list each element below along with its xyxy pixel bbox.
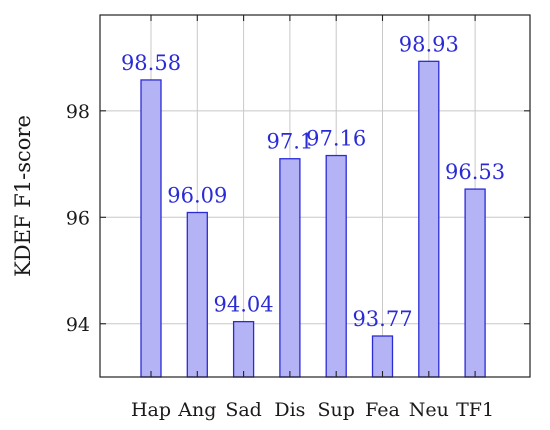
bar-hap [140, 79, 162, 378]
y-axis-title: KDEF F1-score [11, 115, 35, 277]
x-tick-label-hap: Hap [131, 399, 171, 421]
bar-tf1 [464, 188, 486, 378]
data-label-tf1: 96.53 [445, 160, 505, 184]
data-labels: 98.58 96.09 94.04 97.197.16 93.77 98.93 96.53 [121, 32, 505, 331]
plot-frame [99, 14, 531, 378]
y-axis-tick-labels: 94 96 98 [66, 101, 90, 336]
x-axis-tick-labels: Hap Ang Sad Dis Sup Fea Neu TF1 [131, 399, 494, 421]
data-label-sup: 97.16 [306, 127, 366, 151]
data-label-hap: 98.58 [121, 51, 181, 75]
x-tick-label-tf1: TF1 [456, 399, 494, 421]
x-tick-label-sad: Sad [225, 399, 262, 421]
x-tick-label-fea: Fea [365, 399, 400, 421]
x-tick-label-dis: Dis [274, 399, 305, 421]
bars [140, 60, 486, 378]
y-tick-label: 94 [66, 314, 90, 336]
x-tick-label-neu: Neu [409, 399, 449, 421]
x-tick-label-ang: Ang [177, 399, 216, 421]
bar-sad [232, 320, 255, 378]
bar-neu [418, 60, 440, 378]
data-label-sad: 94.04 [214, 293, 274, 317]
bar-sup [325, 154, 347, 378]
x-tick-label-sup: Sup [317, 399, 354, 421]
y-tick-label: 98 [66, 101, 90, 123]
data-label-dis: 97.1 [267, 130, 314, 154]
data-label-neu: 98.93 [399, 32, 459, 56]
data-label-fea: 93.77 [352, 307, 412, 331]
bar-ang [186, 211, 208, 378]
bar-fea [371, 335, 394, 378]
data-label-ang: 96.09 [167, 184, 227, 208]
y-tick-label: 96 [66, 207, 90, 229]
bar-dis [279, 158, 301, 378]
axis-ticks [100, 15, 530, 377]
